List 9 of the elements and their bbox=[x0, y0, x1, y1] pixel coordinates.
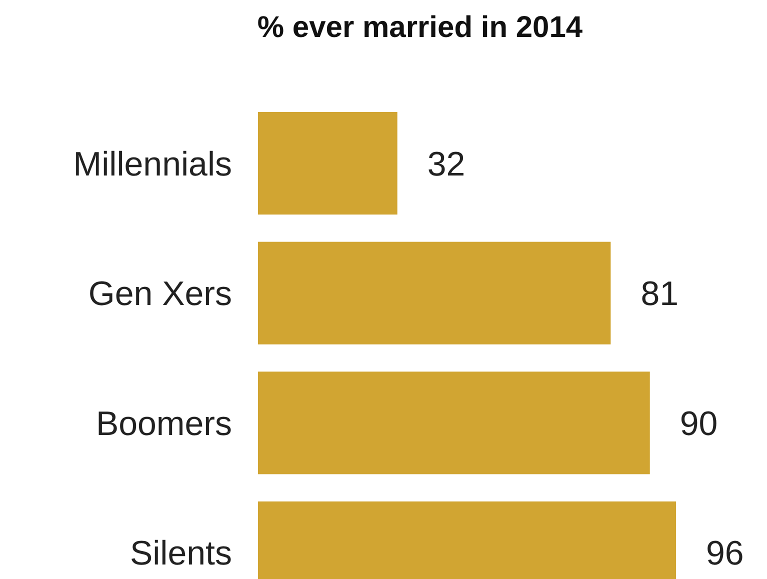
data-label: 81 bbox=[640, 275, 679, 314]
y-tick-label: Millennials bbox=[73, 145, 232, 184]
y-tick-label: Gen Xers bbox=[88, 275, 232, 314]
data-label: 32 bbox=[427, 145, 466, 184]
y-tick-label: Boomers bbox=[96, 404, 232, 443]
data-label: 96 bbox=[706, 534, 744, 573]
chart-title: % ever married in 2014 bbox=[257, 11, 583, 44]
data-label: 90 bbox=[680, 404, 718, 443]
y-tick-label: Silents bbox=[130, 534, 232, 573]
